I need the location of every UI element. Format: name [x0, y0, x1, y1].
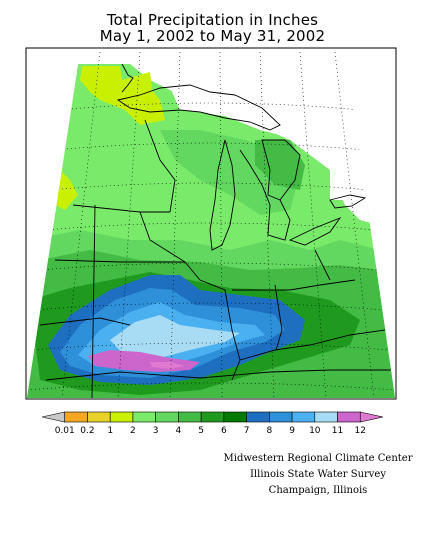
legend-swatch: [314, 411, 338, 423]
legend-swatch: [41, 411, 66, 423]
map-title-line1: Total Precipitation in Inches: [106, 11, 319, 29]
legend-tick-label: 12: [354, 426, 366, 436]
canada-border: [121, 63, 134, 93]
legend-swatch: [64, 411, 88, 423]
lake-michigan-outline: [209, 139, 236, 251]
lake-superior-area: [130, 64, 348, 140]
legend-tick-label: 0.2: [80, 426, 95, 436]
legend-tick-label: 4: [175, 426, 182, 436]
legend-tick-label: 6: [220, 426, 227, 436]
legend-swatch: [87, 411, 111, 423]
legend-swatch: [223, 411, 247, 423]
credit-line2: Illinois State Water Survey: [249, 469, 386, 480]
latlon-grid: [27, 52, 395, 398]
map-title-line2: May 1, 2002 to May 31, 2002: [99, 27, 326, 45]
credit-line1: Midwestern Regional Climate Center: [223, 453, 413, 464]
michigan-lower-peninsula: [239, 149, 291, 241]
legend-tick-label: 8: [266, 426, 273, 436]
legend-swatch: [246, 411, 270, 423]
legend-tick-label: 7: [243, 426, 250, 436]
legend-swatch: [132, 411, 156, 423]
legend-tick-label: 1: [107, 426, 114, 436]
legend-swatch: [109, 411, 134, 423]
legend-tick-label: 5: [198, 426, 204, 436]
legend-tick-label: 11: [331, 426, 344, 436]
legend-bar: [41, 411, 384, 423]
legend-swatch: [178, 411, 202, 423]
legend-swatch: [200, 411, 225, 423]
lake-ontario-outline: [329, 194, 367, 209]
legend-tick-label: 2: [130, 426, 136, 436]
precip-zone-11in: [110, 315, 240, 358]
precip-zone-12plus: [150, 362, 185, 369]
legend-swatch: [359, 411, 384, 423]
lake-superior-outline: [116, 84, 281, 131]
legend-swatch: [269, 411, 293, 423]
credit-line3: Champaign, Illinois: [268, 485, 368, 496]
lake-huron-outline: [261, 139, 301, 201]
legend-tick-label: 0.01: [54, 426, 75, 436]
precip-zone-2in-north: [80, 66, 165, 125]
precip-zone-2in-west: [55, 170, 78, 210]
lake-outlines: [116, 63, 367, 251]
precip-fields: [27, 64, 395, 398]
legend-tick-label: 10: [309, 426, 321, 436]
legend-tick-label: 9: [289, 426, 295, 436]
lake-erie-outline: [288, 217, 342, 246]
state-boundaries: [39, 119, 395, 398]
precip-zone-5in-ne: [255, 140, 305, 190]
legend-swatch: [291, 411, 316, 423]
legend-tick-label: 3: [152, 426, 159, 436]
legend-swatch: [337, 411, 361, 423]
legend-swatch: [155, 411, 179, 423]
